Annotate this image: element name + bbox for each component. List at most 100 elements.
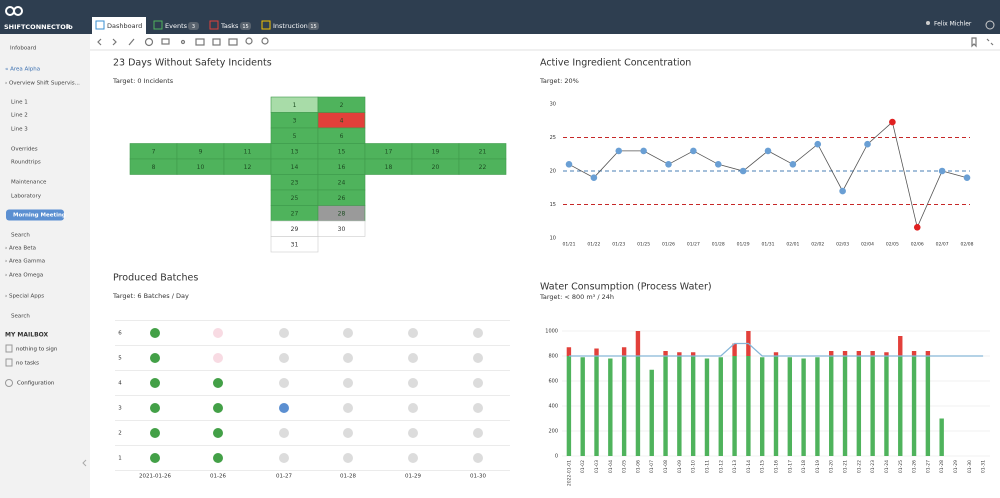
nav-item[interactable]: Line 1 bbox=[11, 100, 28, 106]
bar-segment bbox=[911, 351, 917, 356]
x-tick-label: 01-28 bbox=[939, 460, 945, 473]
tab-badge bbox=[308, 22, 319, 30]
bar-segment bbox=[566, 356, 572, 456]
day-number: 15 bbox=[338, 148, 346, 155]
nav-item[interactable]: « Area Alpha bbox=[5, 67, 40, 73]
x-tick-label: 01/27 bbox=[687, 242, 700, 248]
tab-label[interactable]: Events bbox=[165, 22, 188, 30]
tab[interactable] bbox=[92, 17, 146, 34]
data-point bbox=[690, 147, 697, 155]
batch-dot bbox=[473, 328, 483, 338]
nav-item[interactable]: › Special Apps bbox=[5, 294, 44, 300]
column-label: 01-26 bbox=[210, 474, 226, 480]
nav-item[interactable]: Search bbox=[11, 314, 30, 320]
bar-segment bbox=[690, 356, 696, 456]
nav-item[interactable]: Laboratory bbox=[11, 194, 42, 200]
day-number: 6 bbox=[340, 133, 344, 140]
tab[interactable] bbox=[150, 17, 202, 34]
y-tick-label: 400 bbox=[548, 404, 558, 410]
tab-label[interactable]: Instructions bbox=[273, 22, 312, 30]
nav-item[interactable]: › Area Gamma bbox=[5, 259, 45, 265]
bar-segment bbox=[925, 356, 931, 456]
y-tick-label: 1000 bbox=[545, 329, 558, 335]
bar-segment bbox=[732, 343, 737, 356]
logo: SHIFTCONNECTOR bbox=[4, 23, 71, 31]
x-tick-label: 01-26 bbox=[912, 460, 918, 473]
bar-segment bbox=[608, 358, 613, 456]
nav-item[interactable]: Roundtrips bbox=[11, 160, 41, 166]
tab-count: 15 bbox=[242, 24, 248, 30]
x-tick-label: 01-16 bbox=[774, 460, 780, 473]
mailbox-icon bbox=[5, 358, 13, 367]
bar-segment bbox=[621, 356, 627, 456]
nav-item[interactable]: › Area Beta bbox=[5, 246, 36, 252]
nav-item[interactable]: Search bbox=[11, 233, 30, 239]
x-tick-label: 01-03 bbox=[594, 460, 600, 473]
day-number: 23 bbox=[291, 179, 299, 186]
day-number: 8 bbox=[152, 164, 156, 171]
batch-dot bbox=[213, 403, 223, 413]
row-label: 4 bbox=[118, 381, 122, 387]
tab-label[interactable]: Tasks bbox=[220, 22, 239, 30]
day-number: 12 bbox=[244, 164, 252, 171]
toolbar-icons bbox=[97, 37, 994, 48]
nav-item[interactable]: Infoboard bbox=[10, 46, 36, 52]
x-tick-label: 01-18 bbox=[801, 460, 807, 473]
nav-item[interactable]: › Area Omega bbox=[5, 273, 43, 279]
data-point bbox=[739, 167, 747, 175]
data-point bbox=[590, 174, 598, 181]
day-number: 25 bbox=[291, 195, 299, 202]
data-point bbox=[789, 161, 797, 168]
configuration[interactable]: Configuration bbox=[17, 381, 55, 387]
bar-segment bbox=[732, 356, 737, 456]
data-point bbox=[913, 223, 921, 231]
mailbox-item[interactable]: no tasks bbox=[16, 361, 39, 367]
logo-suffix: io bbox=[66, 23, 73, 31]
batch-dot bbox=[279, 378, 289, 388]
data-point bbox=[764, 147, 772, 155]
help-icon[interactable] bbox=[985, 20, 995, 30]
nav-item[interactable]: Line 3 bbox=[11, 127, 28, 133]
batch-dot bbox=[279, 453, 289, 463]
panel-title: Water Consumption (Process Water) bbox=[540, 282, 712, 293]
day-number: 21 bbox=[479, 148, 487, 155]
nav-item[interactable]: Line 2 bbox=[11, 113, 28, 119]
batch-dot bbox=[473, 403, 483, 413]
x-tick-label: 01-27 bbox=[925, 460, 931, 473]
nav-item[interactable]: › Overview Shift Supervis... bbox=[5, 81, 80, 87]
user-name[interactable]: Felix Michler bbox=[934, 21, 972, 28]
tab-label[interactable]: Dashboard bbox=[107, 22, 142, 30]
nav-item[interactable]: Morning Meeting bbox=[13, 213, 66, 219]
y-tick-label: 800 bbox=[548, 354, 558, 360]
x-tick-label: 01/29 bbox=[737, 242, 750, 248]
day-number: 9 bbox=[199, 148, 203, 155]
y-tick-label: 15 bbox=[550, 202, 556, 208]
bar-segment bbox=[856, 356, 862, 456]
nav-active[interactable] bbox=[6, 209, 64, 221]
collapse-icon[interactable] bbox=[82, 459, 87, 467]
logo-icon bbox=[5, 6, 23, 16]
x-tick-label: 02/02 bbox=[811, 242, 824, 248]
nav-item[interactable]: Maintenance bbox=[11, 180, 47, 186]
x-tick-label: 01-06 bbox=[635, 460, 641, 473]
bar-segment bbox=[773, 352, 779, 356]
batch-dot bbox=[213, 378, 223, 388]
y-tick-label: 20 bbox=[550, 169, 556, 175]
batch-dot bbox=[343, 428, 353, 438]
row-label: 3 bbox=[118, 406, 122, 412]
tab-icon bbox=[209, 20, 219, 30]
batch-dot bbox=[343, 378, 353, 388]
tab-icon bbox=[261, 20, 271, 30]
bar-segment bbox=[939, 418, 944, 456]
x-tick-label: 01-25 bbox=[898, 460, 904, 473]
x-tick-label: 01-23 bbox=[870, 460, 876, 473]
nav-item[interactable]: Overrides bbox=[11, 147, 38, 153]
x-tick-label: 01/22 bbox=[587, 242, 600, 248]
bar-segment bbox=[677, 356, 682, 456]
tab[interactable] bbox=[258, 17, 322, 34]
column-label: 2021-01-26 bbox=[139, 474, 171, 480]
x-tick-label: 01-11 bbox=[704, 460, 710, 473]
mailbox-item[interactable]: nothing to sign bbox=[16, 347, 58, 353]
data-point bbox=[864, 140, 871, 148]
